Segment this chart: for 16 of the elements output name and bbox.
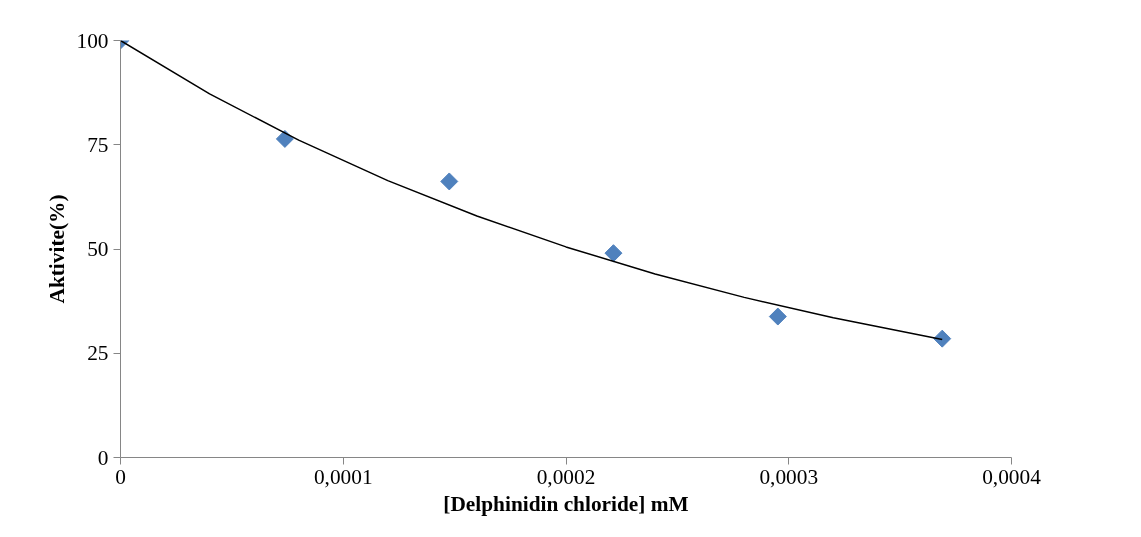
point bbox=[440, 172, 459, 191]
y-tick-label: 50 bbox=[87, 237, 109, 261]
y-tick-label: 75 bbox=[87, 132, 109, 157]
x-tick-label: 0,0004 bbox=[982, 464, 1042, 489]
x-tick-label: 0,0002 bbox=[536, 464, 596, 489]
point bbox=[933, 329, 952, 348]
y-tick-label: 100 bbox=[76, 28, 109, 53]
x-tick-label: 0,0001 bbox=[313, 464, 373, 489]
point bbox=[768, 307, 787, 326]
x-axis-title: [Delphinidin chloride] mM bbox=[443, 491, 689, 516]
x-tick-label: 0,0003 bbox=[759, 464, 819, 489]
y-tick-label: 0 bbox=[97, 445, 109, 470]
x-tick-label: 0 bbox=[115, 464, 126, 489]
y-tick-label: 25 bbox=[87, 341, 109, 366]
point bbox=[604, 244, 623, 263]
y-axis-title: Aktivite(%) bbox=[44, 194, 69, 304]
